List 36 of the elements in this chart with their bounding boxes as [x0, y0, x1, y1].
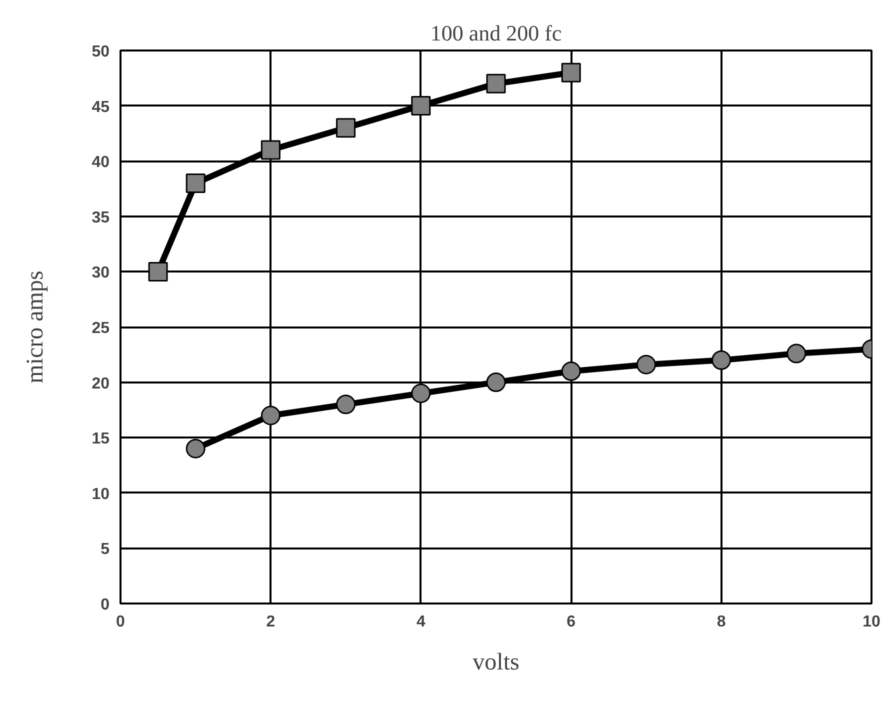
y-axis-title: micro amps	[22, 270, 49, 384]
point	[186, 173, 206, 193]
point	[636, 354, 656, 374]
y-tick-label: 30	[92, 264, 110, 282]
point	[786, 344, 806, 364]
y-tick-label: 45	[92, 98, 110, 116]
x-tick-label: 4	[416, 614, 426, 630]
x-tick-label: 8	[716, 614, 726, 630]
y-tick-label: 10	[92, 486, 110, 503]
y-tick-label: 20	[92, 375, 110, 392]
y-tick-label: 40	[92, 154, 110, 172]
y-tick-label: 0	[100, 596, 110, 614]
point	[186, 438, 206, 458]
point	[411, 384, 431, 404]
point	[336, 394, 356, 414]
y-tick-label: 50	[92, 44, 110, 60]
point	[561, 362, 581, 381]
point	[561, 62, 581, 82]
x-tick-label: 2	[266, 614, 276, 630]
x-axis-title: volts	[472, 650, 520, 676]
x-tick-label: 6	[566, 614, 576, 630]
y-tick-label: 5	[100, 541, 110, 558]
point	[148, 262, 168, 282]
y-tick-label: 25	[92, 320, 110, 337]
y-tick-label: 15	[92, 430, 110, 448]
point	[411, 96, 431, 116]
x-tick-label: 0	[116, 614, 126, 630]
point	[486, 74, 506, 94]
chart-title: 100 and 200 fc	[430, 20, 562, 46]
x-tick-label: 10	[862, 614, 880, 630]
point	[486, 372, 506, 392]
point	[260, 406, 280, 426]
y-tick-label: 35	[92, 209, 110, 226]
point	[712, 350, 732, 370]
point	[260, 140, 280, 160]
point	[336, 118, 356, 138]
